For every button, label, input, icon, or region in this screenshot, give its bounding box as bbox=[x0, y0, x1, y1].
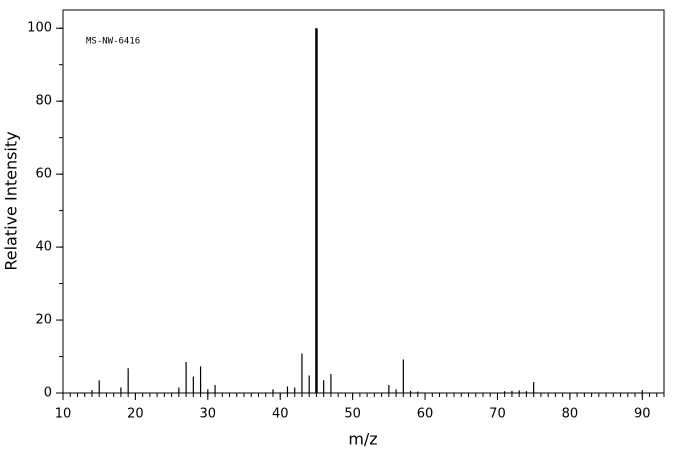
plot-frame bbox=[62, 9, 665, 394]
x-tick-label: 30 bbox=[200, 407, 217, 422]
y-tick-label: 20 bbox=[35, 313, 52, 328]
x-tick-label: 80 bbox=[562, 407, 579, 422]
y-tick-label: 100 bbox=[27, 21, 52, 36]
y-tick-label: 60 bbox=[35, 167, 52, 182]
x-tick-label: 90 bbox=[634, 407, 651, 422]
x-tick-label: 40 bbox=[272, 407, 289, 422]
y-tick-label: 0 bbox=[44, 386, 52, 401]
x-tick-label: 50 bbox=[344, 407, 361, 422]
y-tick-label: 40 bbox=[35, 240, 52, 255]
x-tick-label: 20 bbox=[127, 407, 144, 422]
x-tick-label: 70 bbox=[489, 407, 506, 422]
annotation: MS-NW-6416 bbox=[86, 37, 140, 47]
x-axis-label: m/z bbox=[348, 430, 377, 449]
x-tick-label: 60 bbox=[417, 407, 434, 422]
y-axis-label: Relative Intensity bbox=[2, 131, 21, 270]
y-tick-label: 80 bbox=[35, 94, 52, 109]
x-tick-label: 10 bbox=[55, 407, 72, 422]
